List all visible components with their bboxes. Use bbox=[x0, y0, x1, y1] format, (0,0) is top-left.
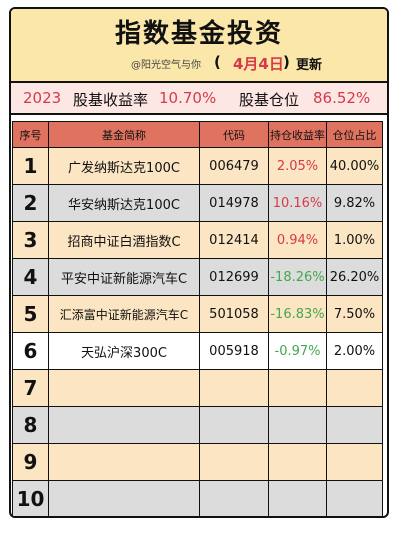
col-header-return: 持仓收益率 bbox=[268, 121, 327, 148]
fund-return: -0.97% bbox=[268, 332, 327, 370]
fund-position bbox=[326, 369, 383, 407]
update-date: 4月4日 bbox=[233, 55, 284, 73]
col-header-name: 基金简称 bbox=[48, 121, 200, 148]
page-title: 指数基金投资 bbox=[114, 19, 283, 49]
fund-code: 014978 bbox=[199, 184, 269, 222]
fund-code bbox=[199, 480, 269, 516]
position-label: 股基仓位 bbox=[239, 91, 300, 109]
row-number: 9 bbox=[12, 443, 49, 481]
header: 指数基金投资 @阳光空气与你 ( 4月4日 ) 更新 bbox=[11, 9, 387, 83]
fund-return bbox=[268, 369, 327, 407]
fund-code bbox=[199, 406, 269, 444]
row-number: 2 bbox=[12, 184, 49, 222]
fund-position bbox=[326, 480, 383, 516]
table-row: 5 汇添富中证新能源汽车C 501058 -16.83% 7.50% bbox=[12, 295, 383, 333]
row-number: 1 bbox=[12, 147, 49, 185]
table-header-row: 序号 基金简称 代码 持仓收益率 仓位占比 bbox=[12, 121, 383, 148]
fund-code bbox=[199, 369, 269, 407]
fund-code: 006479 bbox=[199, 147, 269, 185]
table-row: 8 bbox=[12, 406, 383, 444]
fund-code: 012414 bbox=[199, 221, 269, 259]
row-number: 3 bbox=[12, 221, 49, 259]
col-header-no: 序号 bbox=[12, 121, 49, 148]
fund-return bbox=[268, 406, 327, 444]
fund-name: 华安纳斯达克100C bbox=[48, 184, 200, 222]
fund-return bbox=[268, 443, 327, 481]
table-row: 1 广发纳斯达克100C 006479 2.05% 40.00% bbox=[12, 147, 383, 185]
fund-position: 26.20% bbox=[326, 258, 383, 296]
return-value: 10.70% bbox=[159, 89, 217, 107]
paren-close: ) bbox=[283, 53, 290, 71]
row-number: 7 bbox=[12, 369, 49, 407]
table-row: 4 平安中证新能源汽车C 012699 -18.26% 26.20% bbox=[12, 258, 383, 296]
return-label: 股基收益率 bbox=[73, 91, 149, 109]
fund-name: 平安中证新能源汽车C bbox=[48, 258, 200, 296]
author-handle: @阳光空气与你 bbox=[131, 60, 201, 71]
row-number: 10 bbox=[12, 480, 49, 516]
col-header-code: 代码 bbox=[199, 121, 269, 148]
fund-position: 9.82% bbox=[326, 184, 383, 222]
update-label: 更新 bbox=[296, 58, 323, 73]
fund-name: 汇添富中证新能源汽车C bbox=[48, 295, 200, 333]
fund-code: 501058 bbox=[199, 295, 269, 333]
fund-position bbox=[326, 443, 383, 481]
row-number: 4 bbox=[12, 258, 49, 296]
fund-return: 10.16% bbox=[268, 184, 327, 222]
fund-table: 序号 基金简称 代码 持仓收益率 仓位占比 1 广发纳斯达克100C 00647… bbox=[12, 121, 383, 516]
table-row: 6 天弘沪深300C 005918 -0.97% 2.00% bbox=[12, 332, 383, 370]
fund-name: 天弘沪深300C bbox=[48, 332, 200, 370]
fund-name: 广发纳斯达克100C bbox=[48, 147, 200, 185]
position-value: 86.52% bbox=[313, 89, 371, 107]
table-row: 3 招商中证白酒指数C 012414 0.94% 1.00% bbox=[12, 221, 383, 259]
summary-year: 2023 bbox=[23, 89, 62, 107]
paren-open: ( bbox=[214, 53, 221, 71]
fund-position: 2.00% bbox=[326, 332, 383, 370]
table-row: 2 华安纳斯达克100C 014978 10.16% 9.82% bbox=[12, 184, 383, 222]
fund-code: 005918 bbox=[199, 332, 269, 370]
fund-return bbox=[268, 480, 327, 516]
fund-name bbox=[48, 369, 200, 407]
fund-name bbox=[48, 480, 200, 516]
row-number: 8 bbox=[12, 406, 49, 444]
row-number: 5 bbox=[12, 295, 49, 333]
fund-position: 40.00% bbox=[326, 147, 383, 185]
fund-card: 指数基金投资 @阳光空气与你 ( 4月4日 ) 更新 2023 股基收益率 10… bbox=[9, 7, 389, 518]
row-number: 6 bbox=[12, 332, 49, 370]
summary-bar: 2023 股基收益率 10.70% 股基仓位 86.52% bbox=[11, 83, 387, 115]
fund-return: -18.26% bbox=[268, 258, 327, 296]
fund-return: -16.83% bbox=[268, 295, 327, 333]
table-row: 10 bbox=[12, 480, 383, 516]
fund-code bbox=[199, 443, 269, 481]
fund-code: 012699 bbox=[199, 258, 269, 296]
fund-position: 1.00% bbox=[326, 221, 383, 259]
fund-name: 招商中证白酒指数C bbox=[48, 221, 200, 259]
table-row: 9 bbox=[12, 443, 383, 481]
fund-name bbox=[48, 406, 200, 444]
fund-return: 0.94% bbox=[268, 221, 327, 259]
fund-return: 2.05% bbox=[268, 147, 327, 185]
fund-position bbox=[326, 406, 383, 444]
table-row: 7 bbox=[12, 369, 383, 407]
fund-name bbox=[48, 443, 200, 481]
fund-position: 7.50% bbox=[326, 295, 383, 333]
col-header-position: 仓位占比 bbox=[326, 121, 383, 148]
